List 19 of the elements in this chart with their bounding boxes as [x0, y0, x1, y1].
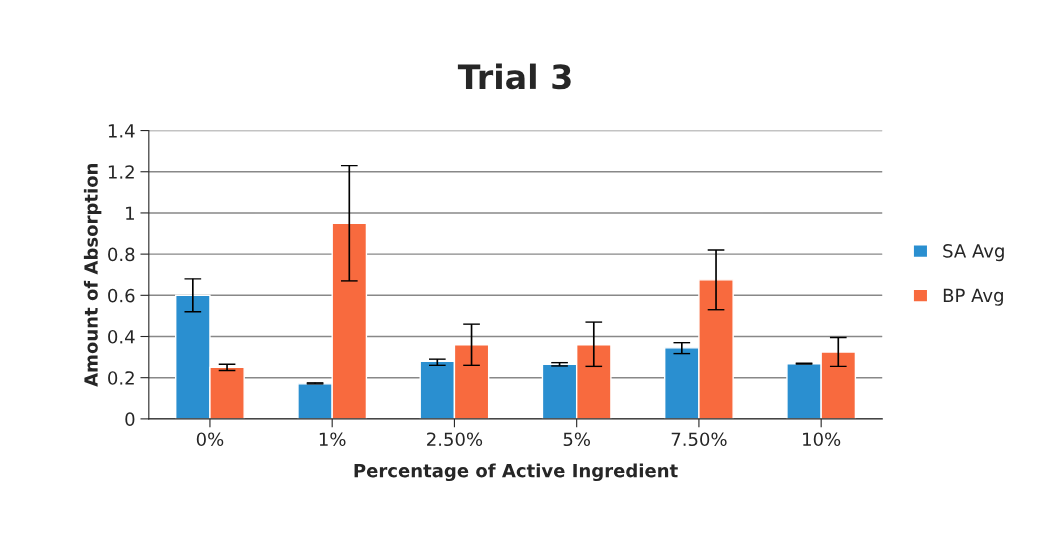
y-tick-label: 0	[125, 412, 135, 426]
y-tick-label: 0.6	[108, 288, 135, 303]
legend-label: SA Avg	[943, 244, 1004, 262]
y-tick-label: 1.2	[108, 165, 134, 179]
chart-title: Trial 3	[457, 63, 571, 90]
legend-label: BP Avg	[943, 288, 1003, 306]
y-tick-label: 0.8	[108, 247, 135, 262]
x-tick-label: 1%	[319, 432, 346, 447]
y-tick-label: 0.2	[108, 371, 134, 385]
y-axis-title: Amount of Absorption	[83, 163, 102, 387]
y-tick-label: 1.4	[108, 124, 135, 138]
x-tick-label: 2.50%	[427, 432, 483, 447]
x-tick-label: 5%	[563, 432, 590, 447]
x-axis-title: Percentage of Active Ingredient	[354, 463, 678, 482]
y-tick-label: 1	[126, 206, 134, 220]
y-tick-label: 0.4	[108, 329, 135, 344]
x-tick-label: 10%	[803, 432, 841, 447]
x-tick-label: 0%	[196, 432, 224, 447]
x-tick-label: 7.50%	[671, 432, 727, 447]
